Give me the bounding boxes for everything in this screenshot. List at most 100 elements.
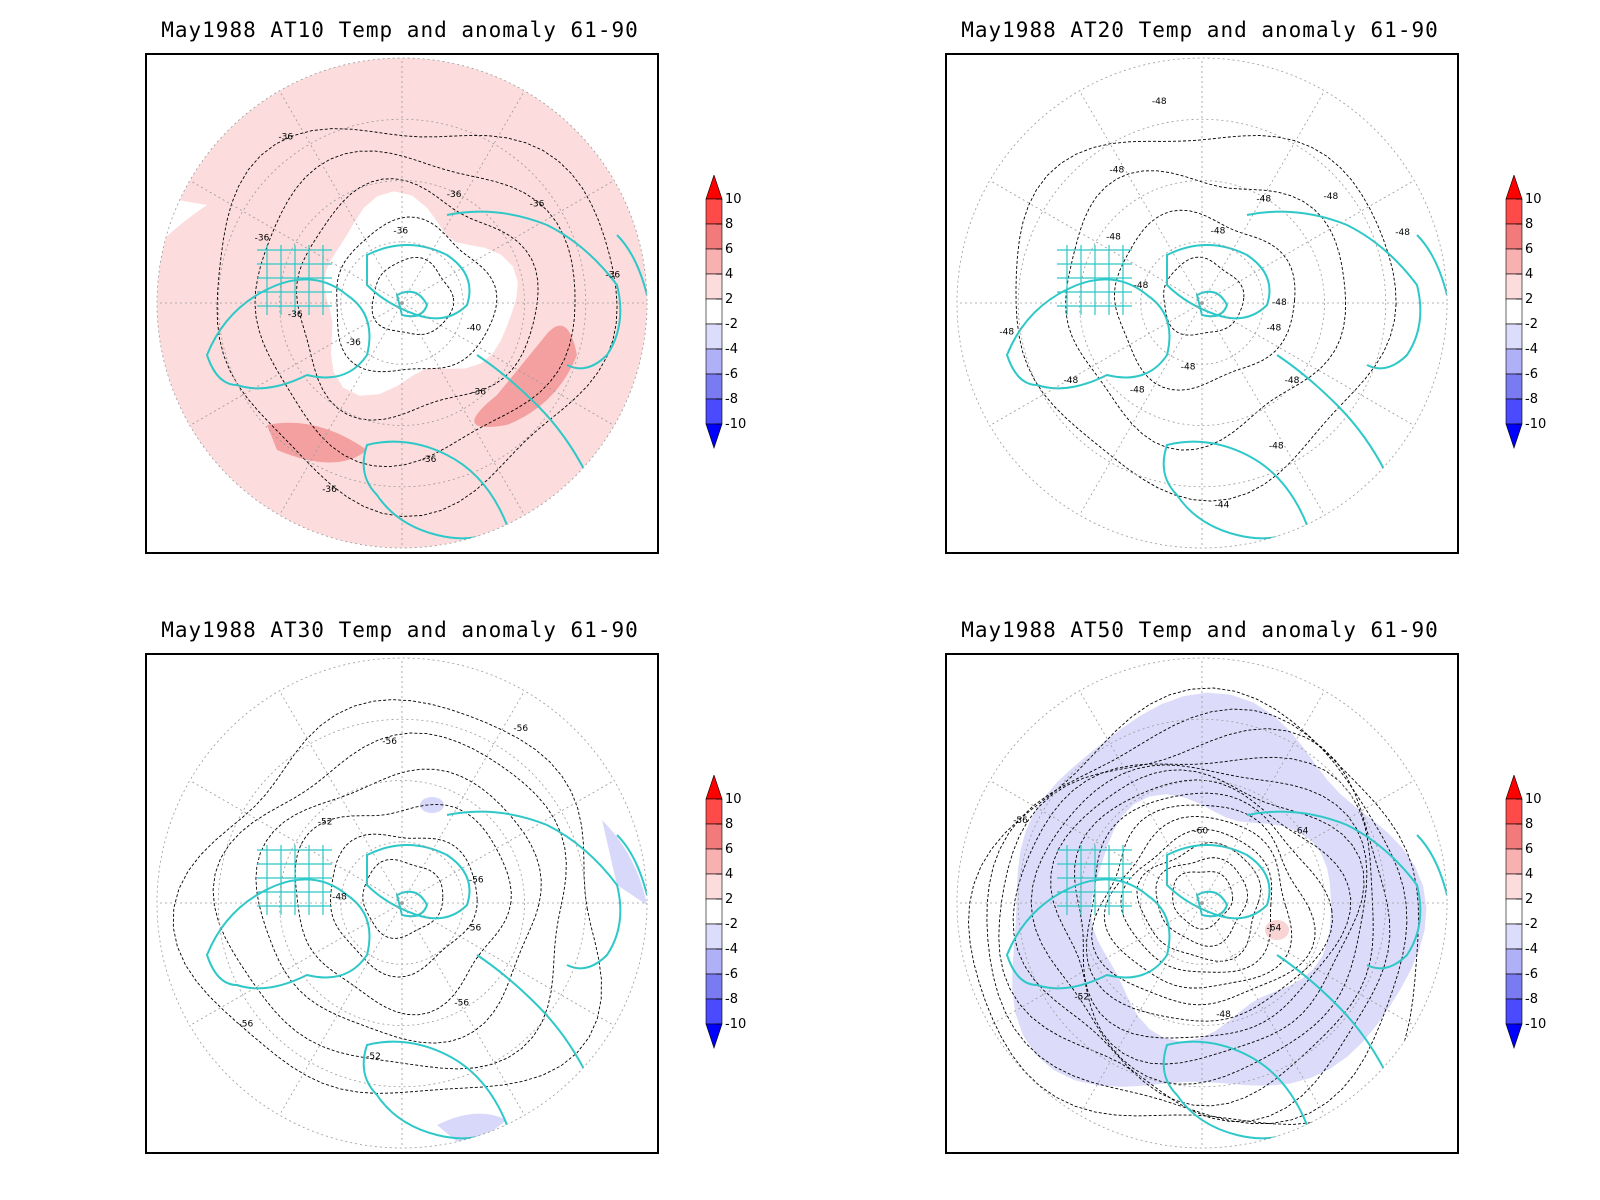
contour-label: -52 (318, 818, 333, 828)
map-svg: -40 -36 -36 -36 -36 -36 -36 -36 -36 -36 -36 -36 (156, 57, 648, 549)
panel-at10: May1988 AT10 Temp and anomaly 61-90 -40-… (0, 0, 800, 600)
colorbar-tick-label: -8 (725, 992, 738, 1007)
meridian-line (401, 180, 615, 304)
contour-label: -48 (1110, 165, 1125, 175)
contour-label: -60 (1193, 827, 1208, 837)
colorbar-tick-label: 10 (725, 792, 742, 807)
colorbar-segment (705, 223, 723, 250)
meridian-line (401, 780, 615, 904)
colorbar-segment (705, 973, 723, 1000)
meridian-line (189, 180, 403, 304)
colorbar-segment (705, 348, 723, 375)
latitude-circle (156, 657, 648, 1149)
warm-anomaly (267, 422, 367, 463)
colorbar-segment (1505, 348, 1523, 375)
contour-label: -36 (530, 200, 545, 210)
meridian-line (989, 780, 1203, 904)
coastline (1195, 890, 1229, 918)
temperature-contour (336, 216, 498, 373)
coastline (1162, 440, 1309, 540)
colorbar-segment (1505, 373, 1523, 400)
coastline (476, 954, 589, 1136)
coastline (395, 890, 429, 918)
warm-anomaly (474, 325, 577, 427)
colorbar-segment (705, 873, 723, 900)
temperature-contour (212, 732, 567, 1070)
neutral-region (324, 191, 518, 396)
contour-label: -48 (1106, 233, 1121, 243)
temperature-contour (296, 178, 539, 421)
contour-label: -36 (255, 234, 270, 244)
contour-label: -56 (382, 737, 397, 747)
temperature-contour (1163, 256, 1245, 336)
coastline (1166, 844, 1271, 920)
colorbar-tick-label: -2 (725, 917, 738, 932)
colorbar-segment (1505, 248, 1523, 275)
contour-label: -48 (999, 328, 1014, 338)
panel-title: May1988 AT20 Temp and anomaly 61-90 (961, 18, 1439, 42)
colorbar: 10 8 6 4 2 -2 -4 -6 -8 -10 (700, 775, 770, 1065)
temperature-contour (998, 728, 1391, 1123)
colorbar-tick-label: -8 (725, 392, 738, 407)
meridian-line (401, 902, 525, 1116)
meridian-line (279, 90, 403, 304)
colorbar: 10 8 6 4 2 -2 -4 -6 -8 -10 (1500, 775, 1570, 1065)
polar-map: -64 -48 -52 -56 -60 -64 (945, 653, 1459, 1154)
coastline (1246, 210, 1422, 370)
coastline (157, 984, 218, 1106)
contour-label: -48 (1134, 281, 1149, 291)
panel-at30: May1988 AT30 Temp and anomaly 61-90 -56-… (0, 600, 800, 1200)
colorbar-segment (705, 823, 723, 850)
warm-anomaly (1265, 920, 1289, 940)
colorbar-tick-label: -4 (725, 942, 738, 957)
colorbar-arrow-bottom (705, 1023, 723, 1049)
coastline (205, 878, 371, 990)
neutral-region (1090, 794, 1331, 1042)
colorbar-tick-label: -6 (1525, 967, 1538, 982)
temperature-contour (172, 699, 602, 1094)
colorbar-tick-label: -2 (1525, 317, 1538, 332)
colorbar-tick-label: -6 (725, 367, 738, 382)
coastline (1246, 810, 1422, 970)
latitude-circle (956, 57, 1448, 549)
temperature-contour (1050, 769, 1365, 1065)
coastline (446, 210, 622, 370)
colorbar-tick-label: -2 (1525, 917, 1538, 932)
coastline (1416, 834, 1447, 896)
colorbar-segment (705, 323, 723, 350)
meridian-line (1201, 902, 1415, 1026)
contour-label: -56 (513, 724, 528, 734)
colorbar-tick-label: -4 (725, 342, 738, 357)
temperature-contour (371, 256, 455, 335)
meridian-line (279, 902, 403, 1116)
colorbar-segment (1505, 398, 1523, 425)
colorbar-segment (705, 998, 723, 1025)
colorbar-segment (705, 198, 723, 225)
meridian-line (1079, 302, 1203, 516)
colorbar-segment (705, 398, 723, 425)
colorbar-tick-label: -10 (725, 1017, 746, 1032)
meridian-line (279, 302, 403, 516)
coastline (1166, 244, 1271, 320)
meridian-line (1201, 780, 1415, 904)
meridian-line (1201, 690, 1325, 904)
colorbar-segment (1505, 898, 1523, 925)
contour-label: -48 (1269, 441, 1284, 451)
temperature-contour (294, 803, 512, 1016)
colorbar-arrow-top (705, 175, 723, 200)
meridian-line (279, 690, 403, 904)
contour-label: -64 (1267, 923, 1282, 933)
latitude-circle (1079, 180, 1325, 426)
contour-label: -48 (1285, 376, 1300, 386)
colorbar-segment (705, 798, 723, 825)
meridian-line (1201, 90, 1325, 304)
coastline (366, 844, 471, 920)
colorbar-tick-label: -6 (1525, 367, 1538, 382)
coastline (395, 290, 429, 318)
meridian-line (989, 902, 1203, 1026)
latitude-circle (1017, 718, 1387, 1088)
contour-label: -36 (471, 388, 486, 398)
colorbar-tick-label: 6 (725, 842, 733, 857)
colorbar-tick-label: -10 (725, 417, 746, 432)
colorbar-tick-label: 8 (1525, 217, 1533, 232)
